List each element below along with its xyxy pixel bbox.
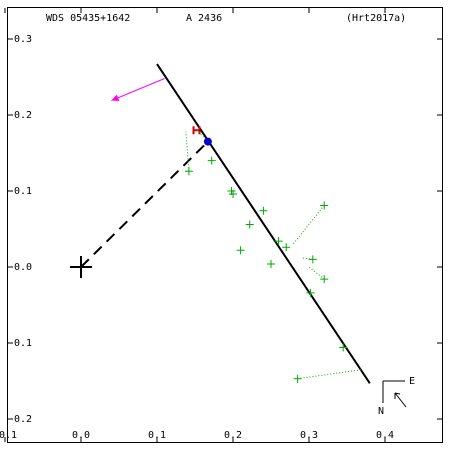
- y-tick-label: -0.2: [8, 414, 32, 425]
- observation-point: [308, 255, 317, 264]
- observation-point: [245, 220, 254, 229]
- plot-frame: [7, 7, 443, 443]
- compass-axes: [382, 380, 405, 403]
- wds-designation: WDS 05435+1642: [46, 13, 130, 24]
- residual-line: [308, 266, 325, 280]
- orbit-line: [156, 63, 371, 384]
- y-tick-label: -0.1: [8, 338, 32, 349]
- observation-point: [293, 374, 302, 383]
- observation-point: [320, 275, 329, 284]
- x-tick-label: 0.3: [300, 430, 318, 441]
- residual-line: [185, 131, 190, 172]
- observation-point: [259, 206, 268, 215]
- x-tick-label: 0.4: [376, 430, 394, 441]
- observations-group: [184, 131, 363, 383]
- predicted-position: [203, 137, 212, 146]
- orbit-reference: (Hrt2017a): [346, 13, 406, 24]
- compass-north-label: N: [378, 406, 384, 417]
- observation-point: [320, 201, 329, 210]
- observation-point: [339, 343, 348, 352]
- y-tick-label: -0.2: [8, 110, 32, 121]
- y-tick-label: -0.1: [8, 186, 32, 197]
- observation-point: [236, 246, 245, 255]
- motion-arrow-line: [111, 78, 165, 102]
- compass-east-label: E: [409, 376, 415, 387]
- motion-arrow-head: [111, 94, 120, 102]
- observation-point: [274, 237, 283, 246]
- x-tick-label: 0.0: [72, 430, 90, 441]
- x-tick-label: -0.1: [0, 430, 17, 441]
- axis-ticks: -0.1 0.0 0.1 0.2 0.3 0.4 -0.3 -0.2 -0.1 -0.0 -0.1 -…: [0, 8, 442, 442]
- residual-line: [301, 257, 313, 260]
- observation-point: [229, 190, 237, 199]
- observation-point: [282, 243, 291, 252]
- compass-arrow: [394, 392, 407, 408]
- y-tick-label: -0.3: [8, 34, 32, 45]
- orbit-group: [70, 63, 371, 384]
- primary-star: [70, 256, 92, 278]
- periastron-line: [80, 140, 209, 268]
- x-tick-label: 0.2: [224, 430, 242, 441]
- residual-line: [297, 369, 363, 380]
- y-tick-label: -0.0: [8, 262, 32, 273]
- residual-line: [292, 205, 325, 245]
- discoverer-designation: A 2436: [186, 13, 222, 24]
- compass: N E: [378, 376, 415, 417]
- observation-point: [267, 259, 275, 268]
- x-tick-label: 0.1: [148, 430, 166, 441]
- observation-point: [207, 156, 216, 165]
- observation-point: [306, 288, 315, 297]
- observation-point: [184, 167, 193, 176]
